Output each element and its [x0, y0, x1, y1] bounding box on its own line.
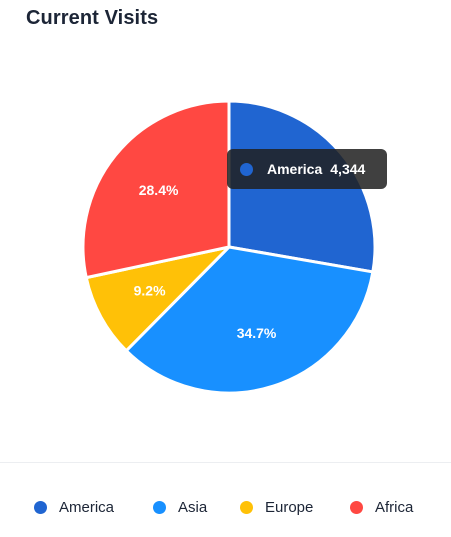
legend-marker-africa [350, 500, 363, 514]
pie-slice-europe[interactable] [84, 245, 231, 353]
chart-tooltip: America 4,344 [227, 149, 387, 189]
legend-item-america[interactable]: America [34, 494, 114, 520]
pie-label-asia: 34.7% [237, 325, 277, 341]
legend-divider [0, 462, 451, 463]
pie-label-africa: 28.4% [139, 182, 179, 198]
legend-marker-europe [240, 500, 253, 514]
legend-item-asia[interactable]: Asia [153, 494, 207, 520]
legend-label-asia: Asia [178, 498, 208, 516]
pie-slice-asia[interactable] [124, 245, 375, 395]
legend-label-europe: Europe [265, 498, 314, 516]
tooltip-series-name: America [267, 161, 323, 177]
chart-legend: America Asia Europe Africa [0, 494, 451, 520]
legend-marker-america [34, 500, 47, 514]
pie-label-europe: 9.2% [134, 282, 166, 298]
legend-item-europe[interactable]: Europe [240, 494, 313, 520]
pie-slice-africa[interactable] [81, 99, 231, 280]
tooltip-marker [240, 162, 253, 176]
legend-item-africa[interactable]: Africa [350, 494, 413, 520]
legend-label-africa: Africa [375, 498, 414, 516]
legend-label-america: America [59, 498, 115, 516]
tooltip-series-value: 4,344 [330, 161, 366, 177]
card-title: Current Visits [26, 7, 159, 29]
legend-marker-asia [153, 500, 166, 514]
pie-labels: 34.7% 9.2% 28.4% [134, 182, 277, 341]
pie-slices [81, 99, 377, 395]
pie-chart: 34.7% 9.2% 28.4% [81, 99, 377, 395]
